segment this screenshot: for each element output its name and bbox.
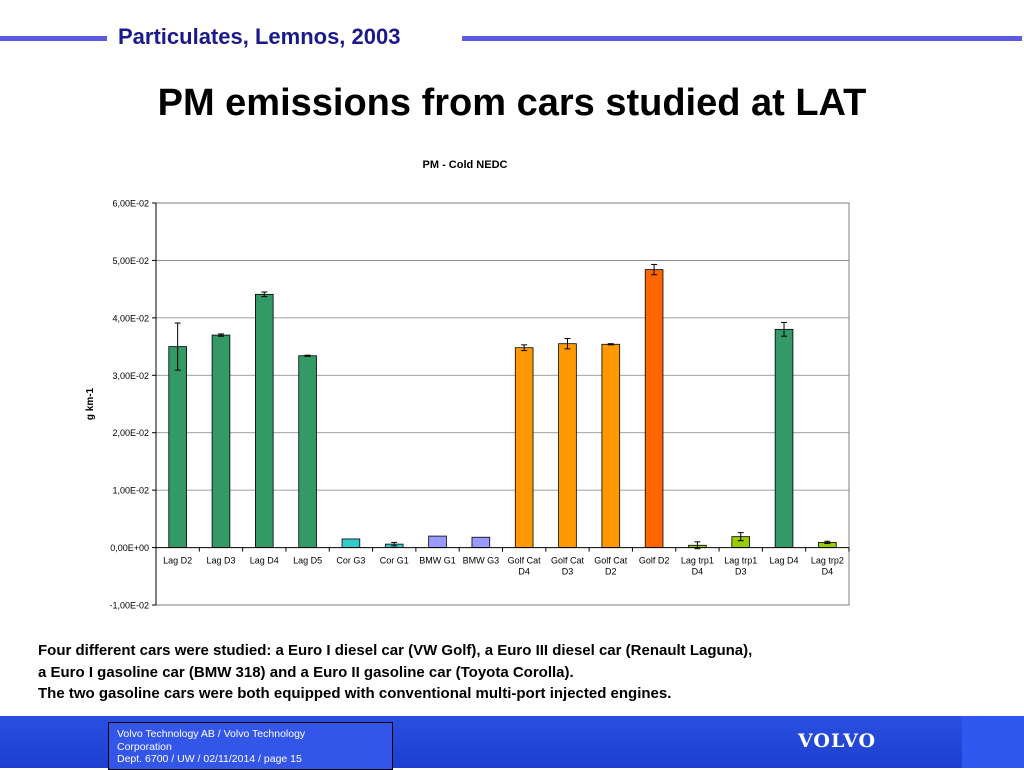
volvo-logo: VOLVO	[798, 730, 877, 752]
bar	[211, 334, 231, 548]
pm-bar-chart: PM - Cold NEDC g km-1 -1,00E-02 0,00E+00 1…	[85, 159, 850, 611]
y-tick-label: 4,00E-02	[112, 313, 149, 323]
header-rule-left	[0, 36, 107, 41]
header-rule-right	[462, 36, 1022, 41]
footer-line: Corporation	[117, 740, 172, 753]
footer-line: Volvo Technology AB / Volvo Technology	[117, 728, 306, 740]
x-tick-label: Cor G3	[336, 556, 365, 566]
bar	[255, 293, 274, 548]
x-tick-label: Lag D5	[293, 556, 322, 566]
bar	[168, 346, 187, 548]
x-tick-label: D3	[562, 567, 574, 577]
x-tick-label: D4	[518, 567, 530, 577]
x-tick-label: D3	[735, 567, 747, 577]
x-tick-label: Golf Cat	[551, 556, 585, 566]
chart-title: PM - Cold NEDC	[423, 159, 508, 171]
x-tick-label: Lag D2	[163, 556, 192, 566]
header-title: Particulates, Lemnos, 2003	[118, 24, 401, 49]
x-tick-label: Golf D2	[639, 556, 670, 566]
y-tick-label: 1,00E-02	[112, 486, 149, 496]
x-tick-label: Lag D4	[250, 556, 279, 566]
x-tick-label: BMW G3	[463, 556, 500, 566]
x-tick-label: D4	[692, 567, 704, 577]
x-tick-label: Lag trp1	[724, 556, 757, 566]
y-tick-label: 0,00E+00	[110, 543, 149, 553]
bar	[514, 347, 534, 548]
y-tick-label: 2,00E-02	[112, 428, 149, 438]
bar	[341, 538, 361, 548]
y-tick-label: -1,00E-02	[109, 601, 149, 611]
bar	[558, 343, 577, 548]
y-tick-label: 6,00E-02	[112, 199, 149, 209]
body-text-line: a Euro I gasoline car (BMW 318) and a Eu…	[38, 663, 574, 681]
slide-title: PM emissions from cars studied at LAT	[157, 82, 867, 124]
footer-line: Dept. 6700 / UW / 02/11/2014 / page 15	[117, 753, 302, 765]
y-axis-label: g km-1	[85, 387, 96, 420]
bar	[774, 328, 794, 548]
x-tick-label: BMW G1	[419, 556, 456, 566]
bar	[601, 343, 621, 548]
x-tick-label: Lag D4	[770, 556, 799, 566]
body-text: Four different cars were studied: a Euro…	[38, 640, 998, 705]
x-tick-label: Golf Cat	[508, 556, 542, 566]
y-tick-label: 5,00E-02	[112, 256, 149, 266]
body-text-line: The two gasoline cars were both equipped…	[38, 685, 672, 702]
x-tick-label: Lag D3	[206, 556, 235, 566]
x-tick-label: D4	[822, 567, 834, 577]
x-tick-label: Golf Cat	[594, 556, 628, 566]
x-tick-label: Cor G1	[380, 556, 409, 566]
bar	[298, 355, 317, 548]
bar	[428, 535, 447, 548]
y-tick-label: 3,00E-02	[112, 371, 149, 381]
bar	[471, 536, 491, 548]
body-text-line: Four different cars were studied: a Euro…	[38, 642, 753, 659]
x-tick-label: D2	[605, 567, 617, 577]
footer-strip	[962, 716, 1024, 768]
x-tick-label: Lag trp1	[681, 556, 714, 566]
bar	[644, 269, 664, 548]
footer-info-box: Volvo Technology AB / Volvo Technology C…	[108, 722, 393, 770]
x-tick-label: Lag trp2	[811, 556, 844, 566]
